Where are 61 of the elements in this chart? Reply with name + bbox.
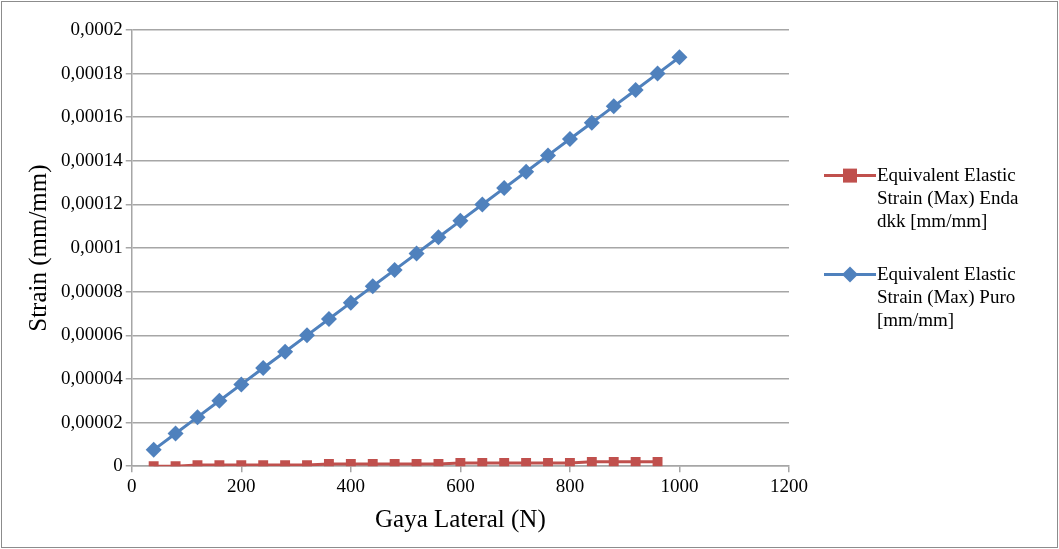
y-tick-label: 0,0002 xyxy=(70,17,123,39)
point xyxy=(323,459,334,467)
point xyxy=(583,114,600,131)
legend-label: Equivalent Elastic Strain (Max) Enda dkk [mm/mm] xyxy=(877,163,1019,231)
point xyxy=(540,147,557,164)
point xyxy=(167,425,184,442)
x-axis-title: Gaya Lateral (N) xyxy=(375,504,546,533)
point xyxy=(411,459,422,467)
x-tick-label: 200 xyxy=(227,474,256,496)
y-tick-label: 0,00008 xyxy=(61,279,123,301)
point xyxy=(320,310,337,327)
x-tick-label: 600 xyxy=(446,474,475,496)
point xyxy=(364,278,381,295)
point xyxy=(367,459,378,467)
point xyxy=(455,457,466,467)
legend-label: Equivalent Elastic Strain (Max) Puro [mm/mm] xyxy=(877,262,1016,330)
point xyxy=(145,441,162,458)
point xyxy=(342,294,359,311)
point xyxy=(586,456,597,467)
point xyxy=(345,459,356,467)
point xyxy=(211,392,228,409)
y-tick-label: 0,00018 xyxy=(61,61,123,83)
x-tick-label: 1000 xyxy=(660,474,699,496)
point xyxy=(386,261,403,278)
point xyxy=(189,409,206,426)
point xyxy=(627,81,644,98)
point xyxy=(652,456,663,467)
x-tick-label: 1200 xyxy=(770,474,808,496)
y-tick-label: 0,00012 xyxy=(61,192,123,214)
y-tick-label: 0,00002 xyxy=(61,410,123,432)
point xyxy=(518,163,535,180)
y-tick-label: 0,00004 xyxy=(61,366,124,388)
point xyxy=(630,456,641,467)
y-tick-label: 0,00014 xyxy=(61,148,124,170)
point xyxy=(605,98,622,115)
point xyxy=(277,343,294,360)
point xyxy=(543,457,553,467)
point xyxy=(521,457,532,467)
point xyxy=(452,212,469,229)
point xyxy=(564,457,575,467)
point xyxy=(496,180,513,197)
point xyxy=(233,376,250,393)
point xyxy=(299,327,316,344)
point xyxy=(477,457,488,467)
y-tick-label: 0,0001 xyxy=(70,236,123,258)
point xyxy=(408,245,425,262)
point xyxy=(255,360,272,377)
y-tick-label: 0 xyxy=(113,454,123,476)
point xyxy=(608,456,619,467)
point xyxy=(430,229,447,246)
point xyxy=(649,65,666,82)
point xyxy=(561,131,578,148)
x-tick-label: 800 xyxy=(555,474,585,496)
point xyxy=(474,196,491,213)
point xyxy=(671,49,688,66)
x-tick-label: 400 xyxy=(336,474,366,496)
y-axis-title: Strain (mm/mm) xyxy=(23,164,52,332)
point xyxy=(499,457,510,467)
y-tick-label: 0,00006 xyxy=(61,323,123,345)
point xyxy=(389,459,400,467)
y-tick-label: 0,00016 xyxy=(61,105,123,127)
